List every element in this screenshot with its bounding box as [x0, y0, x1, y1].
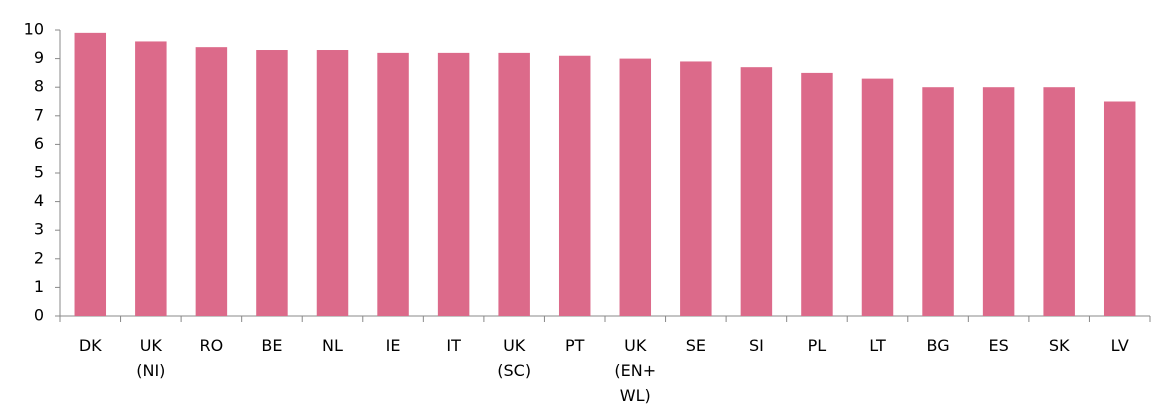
bar: [982, 87, 1015, 316]
x-tick-label: UK (EN+ WL): [614, 336, 656, 405]
x-tick-label-line: BE: [261, 336, 282, 355]
bar: [256, 50, 288, 317]
x-tick-label-line: IT: [446, 336, 461, 355]
x-tick-label: LV: [1111, 336, 1129, 355]
x-tick-label-line: SI: [749, 336, 764, 355]
x-tick-label: PL: [808, 336, 827, 355]
bar: [74, 32, 107, 317]
y-tick-label: 4: [34, 191, 44, 210]
x-tick-label-line: NL: [322, 336, 343, 355]
x-tick-label-line: UK: [624, 336, 647, 355]
bar: [740, 67, 773, 317]
x-tick-label-line: PT: [565, 336, 585, 355]
x-tick-label-line: IE: [386, 336, 401, 355]
x-tick-label-line: UK: [140, 336, 163, 355]
x-tick-label-line: LV: [1111, 336, 1129, 355]
x-tick-label: IE: [386, 336, 401, 355]
x-tick-label-line: (SC): [497, 361, 531, 380]
x-tick-label-line: PL: [808, 336, 827, 355]
y-tick-label: 1: [34, 277, 44, 296]
x-tick-label-line: BG: [927, 336, 950, 355]
bar: [558, 55, 591, 317]
x-tick-label: DK: [79, 336, 102, 355]
bar: [1103, 101, 1136, 316]
x-tick-label: SK: [1049, 336, 1070, 355]
x-tick-label: LT: [869, 336, 886, 355]
bar: [195, 47, 228, 316]
bar: [377, 52, 409, 316]
x-tick-label: RO: [200, 336, 224, 355]
y-tick-label: 6: [34, 134, 44, 153]
x-tick-label: NL: [322, 336, 343, 355]
y-tick-label: 10: [24, 20, 44, 39]
x-tick-label: IT: [446, 336, 461, 355]
y-tick-label: 3: [34, 220, 44, 239]
bar: [437, 52, 470, 316]
x-tick-label: PT: [565, 336, 585, 355]
bar: [861, 78, 894, 317]
bar: [801, 72, 833, 317]
x-tick-label: BE: [261, 336, 282, 355]
x-tick-label: UK (SC): [497, 336, 531, 380]
x-tick-label-line: UK: [503, 336, 526, 355]
y-tick-label: 9: [34, 48, 44, 67]
x-tick-label: ES: [988, 336, 1008, 355]
y-tick-label: 7: [34, 105, 44, 124]
x-tick-label-line: SE: [686, 336, 706, 355]
bar: [498, 52, 530, 316]
x-tick-label-line: ES: [988, 336, 1008, 355]
bar: [316, 50, 349, 317]
bar: [680, 61, 712, 317]
y-tick-label: 5: [34, 163, 44, 182]
x-tick-label-line: RO: [200, 336, 224, 355]
bar: [1043, 87, 1075, 316]
x-tick-label: BG: [927, 336, 950, 355]
x-tick-label-line: DK: [79, 336, 102, 355]
bar: [619, 58, 652, 316]
x-tick-label-line: (EN+: [614, 361, 656, 380]
x-tick-label: SE: [686, 336, 706, 355]
x-tick-label: UK (NI): [136, 336, 165, 380]
x-tick-label-line: SK: [1049, 336, 1070, 355]
y-tick-label: 2: [34, 248, 44, 267]
y-tick-label: 8: [34, 77, 44, 96]
x-tick-label-line: LT: [869, 336, 886, 355]
x-tick-label-line: (NI): [136, 361, 165, 380]
bar: [922, 87, 954, 316]
x-tick-label-line: WL): [620, 386, 651, 405]
y-tick-label: 0: [34, 306, 44, 325]
bar: [135, 41, 167, 316]
x-tick-label: SI: [749, 336, 764, 355]
